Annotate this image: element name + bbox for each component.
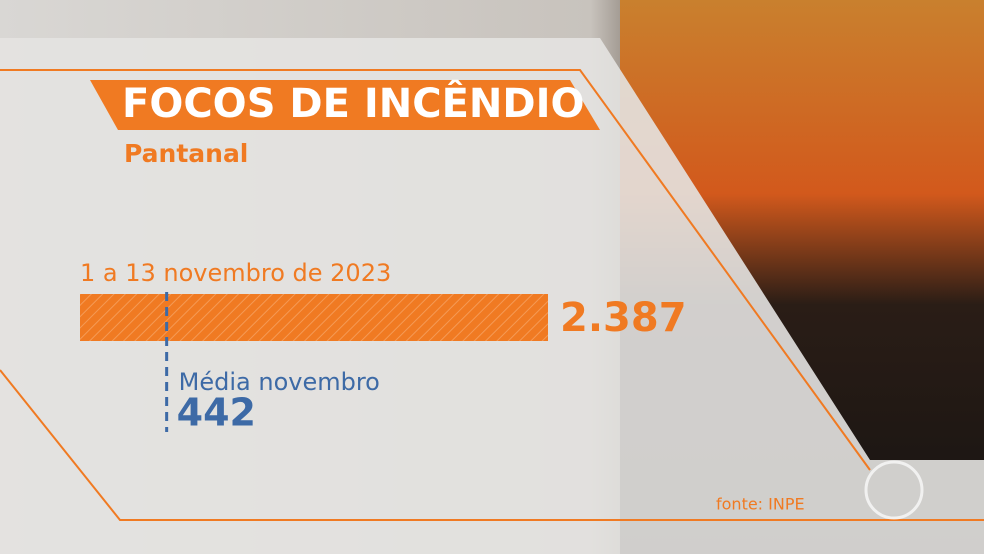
reference-value: 442 <box>177 391 256 435</box>
category-label: 1 a 13 novembro de 2023 <box>80 259 391 287</box>
source: fonte: INPE <box>716 495 805 514</box>
logo <box>864 460 924 520</box>
panel-edge <box>0 369 984 521</box>
bar <box>80 294 548 341</box>
value-label: 2.387 <box>560 295 687 341</box>
title: FOCOS DE INCÊNDIO <box>122 79 584 127</box>
panel-edge <box>0 69 871 471</box>
title-banner <box>90 80 600 130</box>
subtitle: Pantanal <box>124 139 248 168</box>
reference-label: Média novembro <box>179 368 380 396</box>
